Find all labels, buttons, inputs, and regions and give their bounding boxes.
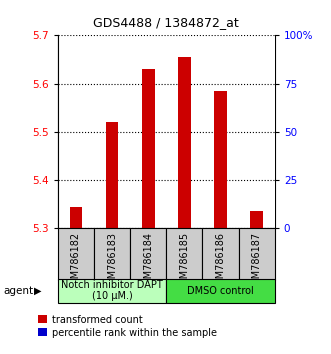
Text: DMSO control: DMSO control	[187, 286, 254, 296]
Text: GSM786184: GSM786184	[143, 232, 153, 291]
Bar	[178, 57, 191, 228]
Text: ▶: ▶	[34, 286, 42, 296]
Bar	[58, 228, 94, 280]
Bar	[106, 122, 118, 228]
Text: Notch inhibitor DAPT
(10 μM.): Notch inhibitor DAPT (10 μM.)	[61, 280, 163, 302]
Bar	[166, 228, 203, 280]
Bar	[58, 279, 166, 303]
Text: agent: agent	[3, 286, 33, 296]
Text: GSM786186: GSM786186	[215, 232, 225, 291]
Bar	[239, 228, 275, 280]
Legend: transformed count, percentile rank within the sample: transformed count, percentile rank withi…	[38, 315, 216, 337]
Point	[218, 177, 223, 183]
Bar	[214, 91, 227, 228]
Point	[254, 183, 259, 189]
Point	[146, 175, 151, 181]
Bar	[94, 228, 130, 280]
Point	[110, 177, 115, 183]
Bar	[70, 207, 82, 228]
Point	[73, 183, 79, 189]
Bar	[203, 228, 239, 280]
Text: GSM786182: GSM786182	[71, 232, 81, 291]
Bar	[142, 69, 155, 228]
Text: GSM786183: GSM786183	[107, 232, 117, 291]
Bar	[130, 228, 166, 280]
Text: GSM786185: GSM786185	[179, 232, 189, 291]
Bar	[250, 211, 263, 228]
Bar	[166, 279, 275, 303]
Point	[182, 175, 187, 181]
Text: GDS4488 / 1384872_at: GDS4488 / 1384872_at	[93, 16, 238, 29]
Text: GSM786187: GSM786187	[252, 232, 262, 291]
